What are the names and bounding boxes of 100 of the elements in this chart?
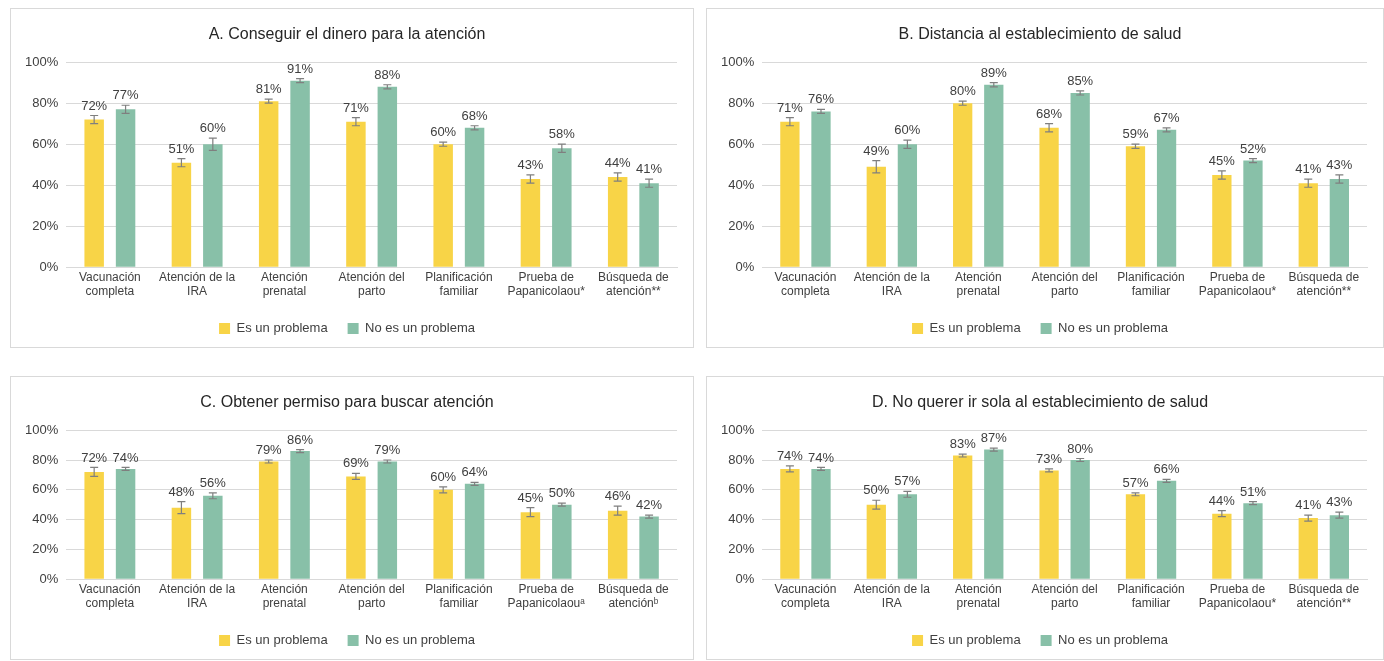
- data-label: 42%: [636, 497, 663, 513]
- data-label: 91%: [287, 60, 314, 76]
- y-tick-label: 20%: [32, 540, 59, 556]
- data-label: 41%: [636, 161, 663, 177]
- data-label: 74%: [112, 449, 140, 465]
- bar: [1070, 92, 1090, 267]
- data-label: 74%: [807, 449, 835, 465]
- data-label: 52%: [1239, 140, 1267, 156]
- x-tick-label: Planificación familiar: [425, 269, 493, 299]
- x-tick-label: Búsqueda de atención**: [598, 269, 670, 299]
- x-tick-label: Atención prenatal: [261, 269, 308, 299]
- bar: [290, 451, 310, 579]
- legend-label: No es un problema: [1058, 320, 1169, 336]
- y-tick-label: 0%: [735, 570, 755, 586]
- y-tick-label: 20%: [728, 217, 755, 233]
- chart-title: A. Conseguir el dinero para la atención: [208, 25, 486, 43]
- y-tick-label: 80%: [32, 451, 59, 467]
- x-tick-label: Atención prenatal: [954, 269, 1002, 299]
- x-tick-label: Planificación familiar: [1117, 269, 1185, 299]
- data-label: 74%: [776, 448, 804, 464]
- bar: [607, 177, 628, 267]
- x-tick-label: Prueba de Papanicolaou*: [1198, 581, 1277, 611]
- bar: [639, 183, 659, 267]
- legend-label: Es un problema: [236, 632, 329, 648]
- legend-label: No es un problema: [365, 320, 476, 336]
- bar: [258, 101, 279, 267]
- data-label: 66%: [1153, 461, 1181, 477]
- bar: [520, 512, 541, 579]
- data-label: 83%: [949, 436, 977, 452]
- x-tick-label: Búsqueda de atención**: [1288, 581, 1360, 611]
- data-label: 41%: [1295, 161, 1322, 177]
- y-tick-label: 60%: [728, 135, 755, 151]
- bar: [433, 144, 453, 267]
- data-label: 43%: [1326, 494, 1353, 510]
- data-label: 88%: [374, 66, 401, 82]
- bar: [1212, 513, 1232, 579]
- y-tick-label: 0%: [39, 258, 59, 274]
- data-label: 72%: [81, 449, 108, 465]
- data-label: 44%: [604, 154, 632, 170]
- data-label: 51%: [168, 140, 195, 156]
- legend-label: No es un problema: [365, 632, 476, 648]
- x-tick-label: Atención de la IRA: [853, 581, 931, 611]
- bar: [866, 166, 886, 267]
- y-tick-label: 0%: [735, 258, 755, 274]
- y-tick-label: 40%: [32, 511, 59, 527]
- bar: [115, 109, 136, 267]
- data-label: 43%: [1326, 157, 1353, 173]
- bar: [1125, 494, 1146, 579]
- y-tick-label: 40%: [728, 511, 755, 527]
- bar: [346, 476, 366, 579]
- bar: [897, 494, 918, 579]
- y-tick-label: 60%: [728, 481, 755, 497]
- data-label: 60%: [430, 124, 457, 140]
- y-tick-label: 0%: [39, 570, 59, 586]
- bar: [953, 103, 973, 267]
- data-label: 57%: [1122, 474, 1149, 490]
- chart-title: D. No querer ir sola al establecimiento de salud: [871, 393, 1209, 411]
- legend-label: Es un problema: [929, 632, 1022, 648]
- bar: [464, 127, 485, 267]
- bar: [203, 144, 223, 267]
- bar: [171, 162, 192, 267]
- x-tick-label: Vacunación completa: [78, 269, 141, 299]
- y-tick-label: 80%: [728, 451, 755, 467]
- bar: [1039, 127, 1059, 267]
- bar: [171, 507, 192, 579]
- bar: [1070, 460, 1090, 579]
- data-label: 58%: [548, 126, 576, 142]
- data-label: 50%: [863, 482, 890, 498]
- x-tick-label: Vacunación completa: [78, 581, 141, 611]
- y-tick-label: 100%: [25, 53, 59, 69]
- x-tick-label: Atención de la IRA: [159, 269, 236, 299]
- y-tick-label: 100%: [721, 421, 755, 437]
- data-label: 51%: [1239, 483, 1267, 499]
- data-label: 59%: [1122, 126, 1149, 142]
- data-label: 44%: [1208, 492, 1236, 508]
- bar: [84, 119, 104, 267]
- bar: [552, 504, 572, 579]
- bar: [84, 471, 104, 579]
- bar: [984, 84, 1004, 267]
- data-label: 48%: [168, 483, 195, 499]
- y-tick-label: 40%: [32, 176, 59, 192]
- x-tick-label: Atención del parto: [338, 269, 405, 299]
- bar: [377, 86, 398, 267]
- bar: [258, 461, 279, 579]
- x-tick-label: Búsqueda de atenciónᵇ: [598, 581, 670, 611]
- bar: [520, 179, 541, 267]
- x-tick-label: Atención del parto: [1031, 581, 1098, 611]
- bar: [1298, 518, 1318, 579]
- y-tick-label: 40%: [728, 176, 755, 192]
- data-label: 60%: [430, 468, 457, 484]
- data-label: 81%: [255, 81, 283, 97]
- data-label: 68%: [461, 107, 489, 123]
- bar: [433, 489, 453, 579]
- x-tick-label: Planificación familiar: [425, 581, 493, 611]
- data-label: 57%: [894, 473, 921, 489]
- bar: [1329, 179, 1349, 267]
- bar: [607, 510, 628, 579]
- bar: [552, 148, 572, 267]
- data-label: 77%: [112, 87, 140, 103]
- data-label: 86%: [287, 431, 314, 447]
